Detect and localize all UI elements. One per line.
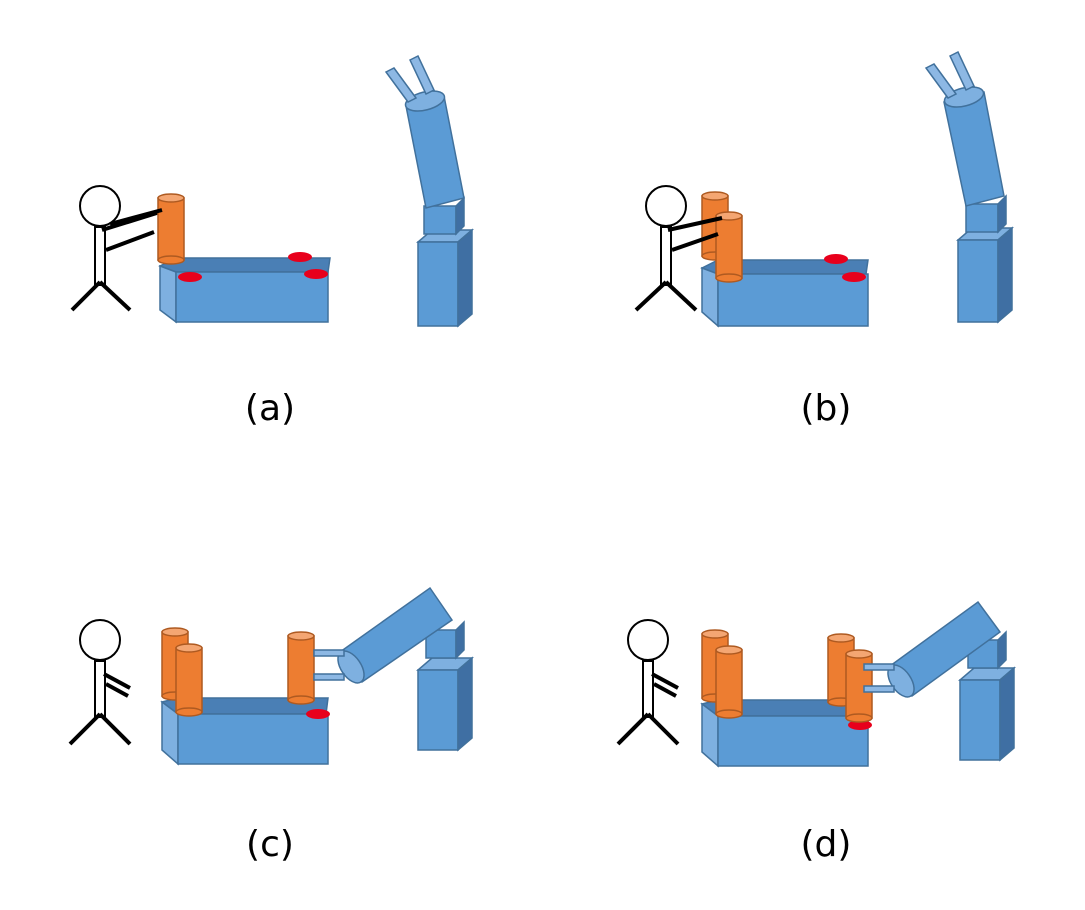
target-spot	[842, 272, 866, 282]
panel-label: (c)	[246, 824, 294, 865]
panel-label: (a)	[244, 388, 296, 429]
cylinder-icon	[287, 631, 315, 705]
panel-a: (a)	[40, 30, 520, 470]
robot-arm-icon	[313, 586, 475, 752]
target-spot	[306, 709, 330, 719]
robot-arm-icon	[863, 600, 1017, 762]
target-spot	[848, 720, 872, 730]
panel-d: (d)	[582, 470, 1062, 910]
cylinder-icon	[175, 643, 203, 717]
table-icon	[158, 257, 331, 324]
panel-label: (b)	[800, 388, 852, 429]
target-spot	[288, 252, 312, 262]
panel-b-illustration	[634, 50, 1015, 328]
table-icon	[160, 697, 329, 766]
target-spot	[304, 269, 328, 279]
target-spot	[178, 272, 202, 282]
human-figure-icon	[70, 185, 161, 312]
panel-b: (b)	[582, 30, 1062, 470]
target-spot	[824, 254, 848, 264]
robot-arm-icon	[924, 50, 1015, 324]
panel-c-illustration	[68, 586, 475, 766]
panel-c: (c)	[40, 470, 520, 910]
robot-arm-icon	[384, 54, 475, 328]
human-figure-icon	[616, 619, 680, 746]
cylinder-icon	[715, 211, 743, 283]
human-figure-icon	[634, 185, 698, 312]
human-figure-icon	[68, 619, 132, 746]
panel-d-illustration	[616, 600, 1017, 768]
cylinder-icon	[715, 645, 743, 719]
table-icon	[700, 259, 869, 328]
panel-a-illustration	[70, 54, 475, 328]
panel-label: (d)	[800, 824, 852, 865]
cylinder-icon	[157, 193, 185, 265]
